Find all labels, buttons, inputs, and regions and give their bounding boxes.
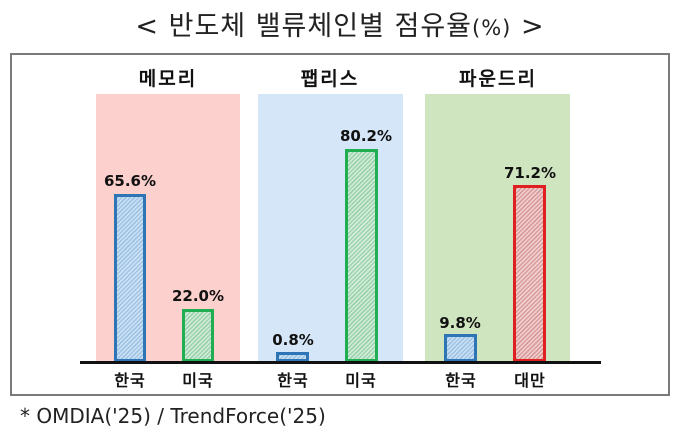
bar-memory-usa	[182, 309, 214, 362]
value-label: 71.2%	[503, 164, 557, 182]
x-tick-label: 한국	[114, 371, 146, 390]
panel-fabless	[258, 94, 403, 362]
title-text: < 반도체 밸류체인별 점유율	[135, 11, 473, 42]
category-label-foundry: 파운드리	[459, 68, 537, 90]
value-label: 80.2%	[339, 127, 393, 145]
chart-frame	[10, 53, 670, 396]
x-tick-label: 한국	[445, 371, 477, 390]
chart-title: < 반도체 밸류체인별 점유율(%) >	[0, 4, 680, 43]
value-label: 0.8%	[272, 331, 314, 349]
bar-fabless-korea	[276, 352, 309, 362]
bar-memory-korea	[114, 194, 146, 362]
bar-foundry-taiwan	[513, 185, 546, 362]
bar-foundry-korea	[444, 334, 477, 362]
x-tick-label: 한국	[277, 371, 309, 390]
category-label-fabless: 팹리스	[300, 68, 360, 90]
title-unit: (%)	[472, 16, 512, 40]
x-tick-label: 대만	[514, 371, 546, 390]
x-tick-label: 미국	[182, 371, 214, 390]
value-label: 65.6%	[103, 172, 157, 190]
category-label-memory: 메모리	[138, 68, 198, 90]
value-label: 9.8%	[439, 314, 481, 332]
x-axis-line	[80, 361, 601, 364]
x-tick-label: 미국	[345, 371, 377, 390]
bar-fabless-usa	[345, 149, 378, 362]
source-note: * OMDIA('25) / TrendForce('25)	[20, 404, 326, 428]
value-label: 22.0%	[171, 287, 225, 305]
title-suffix: >	[511, 11, 545, 42]
